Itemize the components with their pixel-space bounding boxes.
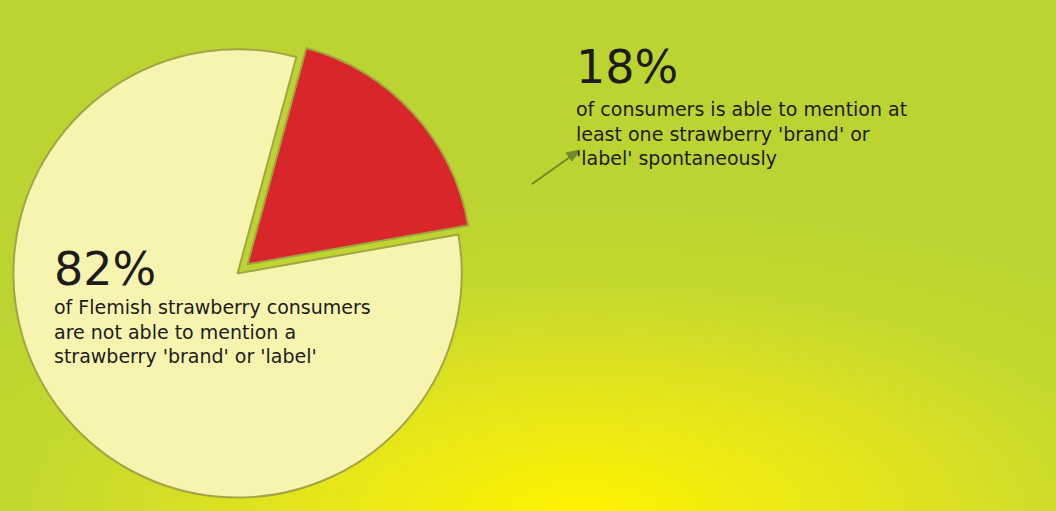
svg-text:of consumers is able to mentio: of consumers is able to mention atleast … bbox=[576, 98, 907, 169]
svg-text:18%: 18% bbox=[576, 40, 678, 94]
svg-text:82%: 82% bbox=[54, 242, 156, 296]
svg-text:of Flemish strawberry consumer: of Flemish strawberry consumersare not a… bbox=[54, 296, 371, 367]
